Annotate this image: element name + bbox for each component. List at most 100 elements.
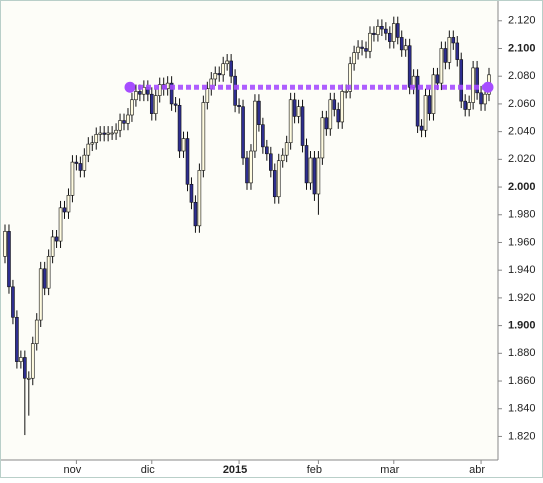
candle-body	[102, 132, 106, 135]
candle-body	[380, 26, 384, 30]
candle-body	[27, 377, 31, 380]
candle-body	[443, 48, 448, 63]
candle-body	[431, 74, 436, 114]
candle-body	[407, 45, 412, 88]
candle-body	[181, 138, 186, 152]
candle-body	[340, 91, 345, 123]
y-tick-label: 1.880	[508, 347, 536, 359]
candle-body	[475, 67, 479, 94]
candle-body	[356, 46, 360, 53]
candle-body	[292, 99, 297, 117]
candle-body	[439, 48, 444, 84]
candle-body	[70, 161, 75, 196]
candle-body	[225, 60, 229, 65]
candle-body	[237, 105, 241, 107]
candle-body	[153, 95, 158, 114]
y-tick-label: 1.820	[508, 430, 536, 442]
y-tick-label: 2.080	[508, 70, 536, 82]
reference-line-start	[124, 81, 136, 93]
candle-body	[149, 93, 154, 114]
y-tick-label: 2.020	[508, 153, 536, 165]
candle-body	[142, 86, 146, 95]
y-tick-label: 2.100	[508, 42, 536, 54]
candle-body	[110, 132, 114, 135]
y-tick-label: 2.060	[508, 98, 536, 110]
candle-body	[30, 343, 35, 379]
candle-body	[229, 60, 233, 77]
candle-body	[368, 32, 372, 52]
candle-body	[7, 231, 11, 288]
candle-body	[138, 91, 142, 95]
y-tick-label: 2.040	[508, 126, 536, 138]
candle-body	[189, 183, 194, 203]
x-tick-label: feb	[307, 464, 322, 476]
candle-body	[451, 37, 456, 44]
candle-body	[312, 157, 317, 195]
y-tick-label: 2.000	[508, 181, 536, 193]
candle-body	[280, 154, 285, 162]
x-tick-label: nov	[64, 464, 82, 476]
candle-body	[193, 201, 198, 227]
candle-body	[391, 23, 396, 42]
candle-body	[332, 99, 337, 110]
candle-body	[114, 129, 118, 134]
candle-body	[11, 286, 15, 318]
candle-body	[276, 160, 281, 198]
candle-body	[320, 117, 325, 159]
candle-body	[74, 161, 79, 164]
candle-body	[360, 46, 364, 49]
candle-body	[82, 154, 87, 171]
candle-body	[157, 84, 162, 96]
candle-body	[419, 125, 424, 131]
candle-body	[38, 268, 43, 321]
candle-body	[483, 93, 487, 105]
candle-body	[241, 106, 245, 159]
candle-body	[388, 32, 392, 42]
candle-body	[423, 95, 428, 131]
candle-body	[205, 88, 210, 103]
candle-body	[261, 124, 265, 148]
candle-body	[284, 142, 289, 156]
candle-body	[126, 114, 130, 124]
candle-body	[54, 236, 59, 242]
candle-body	[98, 132, 103, 135]
candle-body	[300, 106, 305, 146]
x-tick-label: 2015	[223, 464, 247, 476]
candle-body	[459, 59, 464, 102]
candle-body	[86, 143, 91, 156]
candle-body	[328, 99, 333, 130]
candle-body	[395, 23, 400, 38]
plot-area	[1, 1, 498, 460]
y-tick-label: 1.960	[508, 236, 536, 248]
candle-body	[403, 45, 408, 51]
candle-body	[118, 120, 122, 131]
candle-body	[217, 73, 222, 76]
candle-body	[19, 357, 23, 362]
candle-body	[249, 150, 253, 184]
y-tick-label: 1.980	[508, 209, 536, 221]
candle-body	[435, 74, 440, 84]
candle-body	[447, 37, 452, 63]
candle-body	[201, 102, 206, 171]
candle-body	[427, 95, 432, 114]
x-tick-label: mar	[380, 464, 399, 476]
candle-body	[463, 100, 467, 110]
candle-body	[364, 48, 368, 52]
candle-body	[467, 102, 471, 110]
candle-body	[197, 170, 202, 227]
candle-body	[15, 316, 19, 362]
y-tick-label: 1.840	[508, 403, 536, 415]
candle-body	[90, 142, 95, 145]
y-tick-label: 1.860	[508, 375, 536, 387]
y-tick-label: 2.120	[508, 15, 536, 27]
candle-body	[376, 26, 380, 35]
candle-body	[66, 195, 71, 213]
candle-body	[384, 28, 388, 34]
candle-body	[308, 157, 313, 184]
candle-body	[269, 153, 273, 171]
candle-body	[288, 99, 293, 144]
candle-body	[106, 132, 110, 135]
y-tick-label: 1.940	[508, 264, 536, 276]
candle-body	[221, 63, 225, 76]
candle-body	[324, 117, 329, 130]
